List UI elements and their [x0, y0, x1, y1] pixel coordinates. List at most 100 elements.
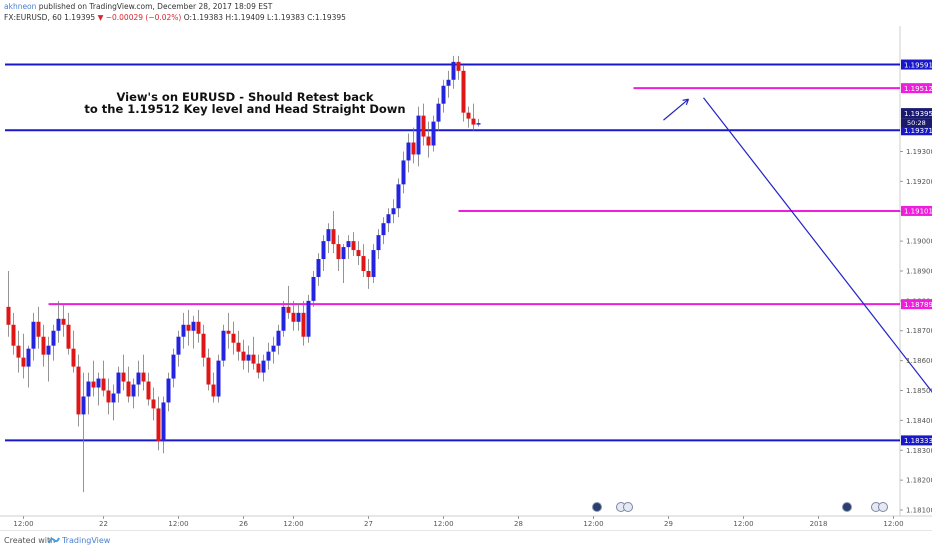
- candle-bull: [192, 322, 196, 331]
- price-tick-label: 1.18600: [906, 357, 932, 365]
- time-tick-label: 12:00: [433, 520, 453, 528]
- bar-timer-label: 50:28: [907, 119, 926, 127]
- candle-bear: [352, 241, 356, 250]
- candle-bull: [272, 346, 276, 352]
- candle-bear: [237, 343, 241, 352]
- time-tick-label: 2018: [810, 520, 828, 528]
- price-tick-label: 1.19200: [906, 178, 932, 186]
- key-level-tag-label: 1.19101: [904, 208, 932, 216]
- candle-bull: [177, 337, 181, 355]
- candle-bear: [362, 256, 366, 271]
- time-tick-label: 26: [239, 520, 248, 528]
- candle-bear: [62, 319, 66, 325]
- candle-bull: [307, 301, 311, 337]
- candle-bear: [142, 373, 146, 382]
- candle-bear: [147, 382, 151, 400]
- candle-bear: [292, 313, 296, 322]
- tradingview-brand[interactable]: TradingView: [62, 536, 110, 545]
- candle-bull: [167, 379, 171, 403]
- time-tick-label: 12:00: [13, 520, 33, 528]
- time-tick-label: 12:00: [583, 520, 603, 528]
- candle-bear: [302, 313, 306, 337]
- candle-bull: [442, 86, 446, 104]
- candle-bear: [107, 391, 111, 403]
- key-level-tag-label: 1.18333: [904, 437, 932, 445]
- time-tick-label: 12:00: [733, 520, 753, 528]
- tradingview-logo-icon: [48, 536, 60, 545]
- price-axis[interactable]: 1.193001.192001.191001.190001.189001.188…: [900, 60, 932, 515]
- candle-bear: [467, 113, 471, 119]
- price-tick-label: 1.18400: [906, 417, 932, 425]
- time-tick-label: 28: [514, 520, 523, 528]
- candle-bull: [372, 250, 376, 277]
- candle-bull: [297, 313, 301, 322]
- candle-bull: [477, 123, 481, 124]
- candle-bear: [227, 331, 231, 334]
- candle-bull: [222, 331, 226, 361]
- candle-bull: [447, 80, 451, 86]
- candle-bear: [427, 137, 431, 146]
- candle-bear: [102, 379, 106, 391]
- time-tick-label: 12:00: [883, 520, 903, 528]
- candle-bear: [252, 355, 256, 364]
- candle-bear: [357, 250, 361, 256]
- candle-bear: [287, 307, 291, 313]
- candle-bull: [432, 122, 436, 146]
- candle-bull: [342, 247, 346, 259]
- chart-subtitle: to the 1.19512 Key level and Head Straig…: [84, 102, 405, 116]
- candle-bull: [262, 361, 266, 373]
- candle-bull: [417, 116, 421, 155]
- candle-bear: [12, 325, 16, 346]
- candle-bull: [47, 346, 51, 355]
- key-level-tag-label: 1.19371: [904, 127, 932, 135]
- candle-bull: [317, 259, 321, 277]
- candle-bear: [197, 322, 201, 334]
- candle-bear: [77, 367, 81, 415]
- candle-bear: [157, 408, 161, 441]
- candle-bull: [182, 325, 186, 337]
- candle-bull: [27, 349, 31, 367]
- candle-bull: [452, 62, 456, 80]
- candlestick-chart[interactable]: View's on EURUSD - Should Retest back to…: [0, 0, 932, 530]
- candle-bear: [92, 382, 96, 388]
- retest-arrow: [664, 99, 689, 120]
- price-tick-label: 1.18100: [906, 507, 932, 515]
- candle-bull: [322, 241, 326, 259]
- price-tick-label: 1.19300: [906, 148, 932, 156]
- candle-bull: [387, 214, 391, 223]
- event-marker-icon: [843, 503, 852, 512]
- candle-bull: [407, 143, 411, 161]
- price-tick-label: 1.18500: [906, 387, 932, 395]
- candle-bull: [82, 396, 86, 414]
- candle-bear: [472, 119, 476, 125]
- candle-bull: [437, 104, 441, 122]
- candle-bull: [117, 373, 121, 394]
- candle-bear: [67, 325, 71, 349]
- candle-bull: [392, 208, 396, 214]
- time-tick-label: 22: [99, 520, 108, 528]
- candle-bear: [42, 337, 46, 355]
- time-tick-label: 27: [364, 520, 373, 528]
- candle-bear: [7, 307, 11, 325]
- candle-bull: [312, 277, 316, 301]
- candle-bear: [212, 385, 216, 397]
- candle-bear: [122, 373, 126, 382]
- candle-bull: [382, 223, 386, 235]
- candle-bull: [397, 184, 401, 208]
- candle-bear: [337, 244, 341, 259]
- candle-bull: [57, 319, 61, 331]
- candle-bear: [187, 325, 191, 331]
- candle-bear: [457, 62, 461, 71]
- event-marker-icon: [593, 503, 602, 512]
- candle-bear: [242, 352, 246, 361]
- candle-bull: [32, 322, 36, 349]
- projection-arrows: [664, 98, 932, 433]
- candle-bull: [132, 385, 136, 397]
- candle-bull: [327, 229, 331, 241]
- current-price-label: 1.19395: [904, 110, 932, 118]
- candle-bull: [247, 355, 251, 361]
- candle-bull: [112, 393, 116, 402]
- candle-bear: [257, 364, 261, 373]
- candle-bull: [377, 235, 381, 250]
